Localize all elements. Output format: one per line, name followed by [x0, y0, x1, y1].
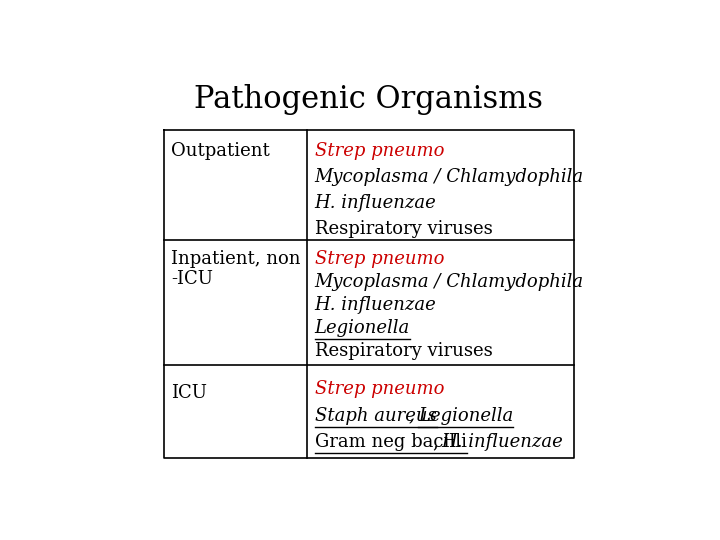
Text: Legionella: Legionella: [418, 407, 513, 424]
Text: H. influenzae: H. influenzae: [315, 296, 436, 314]
Text: Respiratory viruses: Respiratory viruses: [315, 220, 492, 238]
Text: Outpatient: Outpatient: [171, 142, 270, 160]
Text: H. influenzae: H. influenzae: [441, 433, 563, 451]
Text: Staph aureus: Staph aureus: [315, 407, 436, 424]
Text: Strep pneumo: Strep pneumo: [315, 142, 444, 160]
Text: Strep pneumo: Strep pneumo: [315, 249, 444, 268]
Text: ,: ,: [409, 407, 420, 424]
Text: Inpatient, non
-ICU: Inpatient, non -ICU: [171, 249, 301, 288]
Text: Pathogenic Organisms: Pathogenic Organisms: [194, 84, 544, 115]
Text: H. influenzae: H. influenzae: [315, 194, 436, 212]
Text: ICU: ICU: [171, 384, 207, 402]
Text: ,: ,: [433, 433, 444, 451]
Text: Mycoplasma / Chlamydophila: Mycoplasma / Chlamydophila: [315, 273, 584, 291]
Text: Legionella: Legionella: [315, 319, 410, 337]
Text: Gram neg bacilli: Gram neg bacilli: [315, 433, 467, 451]
Text: Strep pneumo: Strep pneumo: [315, 381, 444, 399]
Text: Mycoplasma / Chlamydophila: Mycoplasma / Chlamydophila: [315, 168, 584, 186]
Text: Respiratory viruses: Respiratory viruses: [315, 342, 492, 360]
